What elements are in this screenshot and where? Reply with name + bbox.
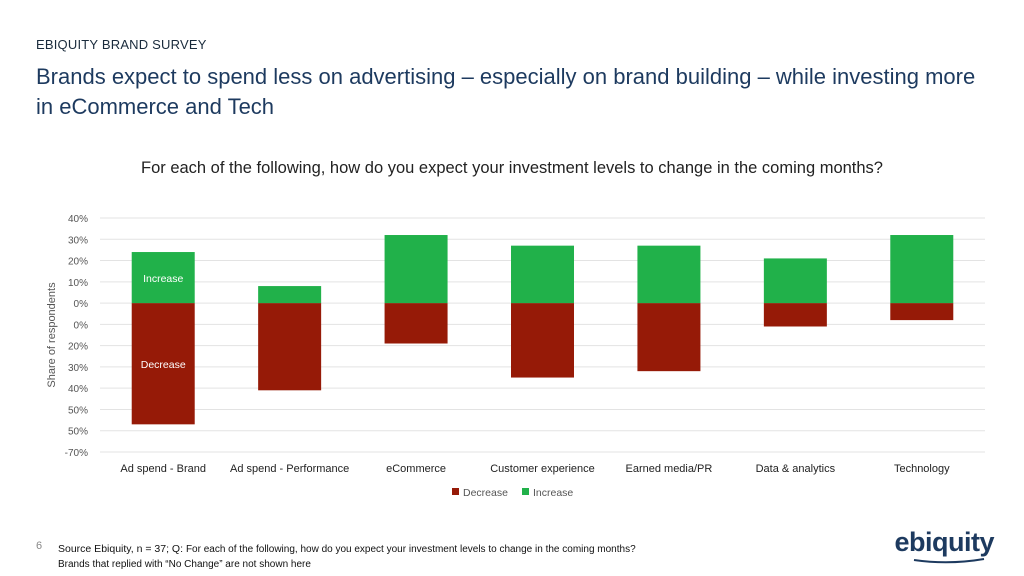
y-tick-label: 10%: [68, 278, 88, 289]
bar-increase: [131, 252, 195, 304]
y-tick-label: 20%: [68, 342, 88, 353]
legend-label: Decrease: [463, 487, 508, 499]
increase-bar-label: Increase: [143, 273, 183, 285]
bar-decrease: [763, 303, 827, 327]
ebiquity-logo: ebiquity: [894, 527, 994, 557]
x-category-label: Data & analytics: [756, 463, 836, 475]
y-tick-label: 50%: [68, 405, 88, 416]
source-note: Source Ebiquity, n = 37; Q: For each of …: [58, 542, 636, 572]
decrease-bar-label: Decrease: [141, 359, 186, 371]
bar-increase: [384, 235, 448, 304]
eyebrow: EBIQUITY BRAND SURVEY: [36, 37, 207, 52]
x-category-label: Technology: [894, 463, 950, 475]
y-tick-label: 30%: [68, 235, 88, 246]
bar-increase: [890, 235, 954, 304]
x-category-label: Earned media/PR: [626, 463, 713, 475]
bar-increase: [637, 245, 701, 304]
bar-increase: [258, 286, 322, 304]
bar-decrease: [384, 303, 448, 344]
bar-decrease: [258, 303, 322, 391]
x-category-label: eCommerce: [386, 463, 446, 475]
source-prefix: Source Ebiquity, n = 37; Q:: [58, 543, 184, 555]
bar-decrease: [637, 303, 701, 372]
x-category-label: Customer experience: [490, 463, 595, 475]
bar-increase: [763, 258, 827, 304]
source-question: For each of the following, how do you ex…: [185, 544, 636, 555]
page-number: 6: [36, 540, 43, 552]
bar-decrease: [890, 303, 954, 321]
y-tick-label: 40%: [68, 384, 88, 395]
legend-swatch: [522, 488, 529, 495]
y-tick-label: -70%: [65, 448, 88, 459]
logo-swoosh-icon: [913, 558, 985, 564]
x-category-label: Ad spend - Brand: [120, 463, 206, 475]
chart-title: For each of the following, how do you ex…: [140, 159, 883, 177]
y-axis-label: Share of respondents: [46, 282, 58, 388]
legend-swatch: [452, 488, 459, 495]
x-category-label: Ad spend - Performance: [230, 463, 349, 475]
y-tick-label: 30%: [68, 363, 88, 374]
y-tick-label: 40%: [68, 214, 88, 225]
no-change-note: Brands that replied with “No Change” are…: [58, 559, 311, 570]
page-title: Brands expect to spend less on advertisi…: [36, 64, 976, 119]
y-tick-label: 0%: [74, 299, 89, 310]
bar-increase: [511, 245, 574, 304]
bar-decrease: [511, 303, 574, 378]
bar-decrease: [131, 303, 195, 425]
y-tick-label: 50%: [68, 427, 88, 438]
y-tick-label: 20%: [68, 257, 88, 268]
legend-label: Increase: [533, 487, 573, 499]
y-tick-label: 0%: [74, 320, 89, 331]
